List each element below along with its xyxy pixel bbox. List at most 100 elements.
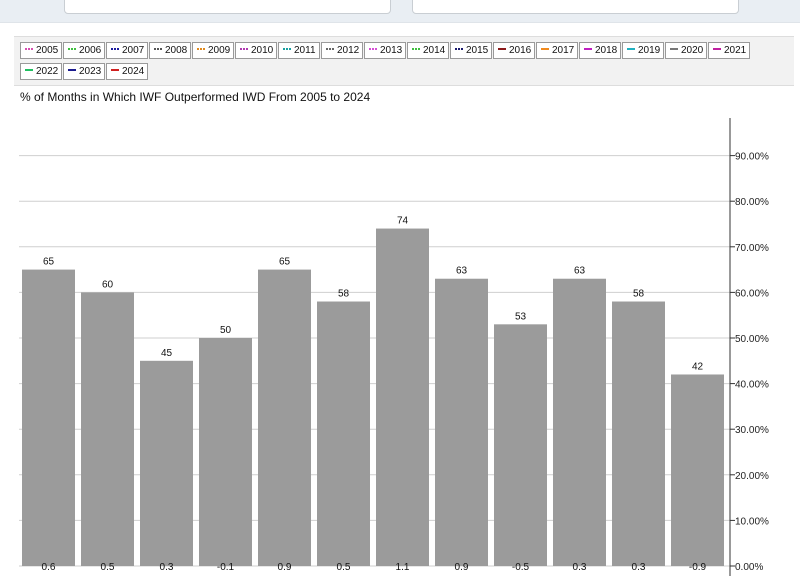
legend-item-2018[interactable]: 2018 <box>579 42 622 59</box>
legend-item-2009[interactable]: 2009 <box>192 42 235 59</box>
bar-bottom-label: 0.3 <box>160 562 174 573</box>
legend-label: 2012 <box>337 45 360 56</box>
legend-item-2019[interactable]: 2019 <box>622 42 665 59</box>
y-tick-label: 70.00% <box>735 243 769 254</box>
bar <box>199 338 252 566</box>
legend-item-2005[interactable]: 2005 <box>20 42 63 59</box>
legend-swatch <box>240 48 248 51</box>
bar-bottom-label: 0.3 <box>573 562 587 573</box>
legend-item-2012[interactable]: 2012 <box>321 42 364 59</box>
top-toolbar <box>0 0 800 23</box>
legend-label: 2014 <box>423 45 446 56</box>
bar-bottom-label: -0.9 <box>689 562 707 573</box>
legend-item-2007[interactable]: 2007 <box>106 42 149 59</box>
legend-label: 2022 <box>36 66 59 77</box>
legend-label: 2006 <box>79 45 102 56</box>
legend-swatch <box>68 69 76 72</box>
legend-item-2014[interactable]: 2014 <box>407 42 450 59</box>
legend-label: 2010 <box>251 45 274 56</box>
bar <box>81 292 134 566</box>
bar-bottom-label: 0.5 <box>101 562 115 573</box>
legend-label: 2024 <box>122 66 145 77</box>
legend-label: 2009 <box>208 45 231 56</box>
bar <box>671 374 724 566</box>
legend-label: 2023 <box>79 66 102 77</box>
legend-label: 2007 <box>122 45 145 56</box>
legend-item-2024[interactable]: 2024 <box>106 63 149 80</box>
bar-value-label: 63 <box>456 266 468 277</box>
bar-bottom-label: 0.3 <box>632 562 646 573</box>
legend-label: 2008 <box>165 45 188 56</box>
legend-swatch <box>498 48 506 51</box>
bar <box>140 360 193 566</box>
bar <box>317 301 370 566</box>
legend-label: 2013 <box>380 45 403 56</box>
bar-bottom-label: 0.5 <box>337 562 351 573</box>
legend-item-2015[interactable]: 2015 <box>450 42 493 59</box>
bar <box>612 301 665 566</box>
legend-label: 2016 <box>509 45 532 56</box>
legend-item-2022[interactable]: 2022 <box>20 63 63 80</box>
legend-label: 2017 <box>552 45 575 56</box>
legend-swatch <box>68 48 76 51</box>
y-tick-label: 40.00% <box>735 380 769 391</box>
legend-swatch <box>25 48 33 51</box>
legend-swatch <box>25 69 33 72</box>
bar-bottom-label: 0.9 <box>278 562 292 573</box>
y-tick-label: 0.00% <box>735 562 763 573</box>
y-tick-label: 80.00% <box>735 197 769 208</box>
legend-swatch <box>412 48 420 51</box>
y-tick-label: 20.00% <box>735 471 769 482</box>
legend-item-2021[interactable]: 2021 <box>708 42 751 59</box>
legend-label: 2011 <box>294 45 316 56</box>
bar <box>553 278 606 566</box>
legend-label: 2005 <box>36 45 59 56</box>
legend-swatch <box>541 48 549 51</box>
legend-item-2011[interactable]: 2011 <box>278 42 320 59</box>
y-tick-label: 50.00% <box>735 334 769 345</box>
legend-swatch <box>111 69 119 72</box>
legend-swatch <box>154 48 162 51</box>
y-tick-label: 30.00% <box>735 425 769 436</box>
bar-bottom-label: -0.1 <box>217 562 235 573</box>
legend-item-2008[interactable]: 2008 <box>149 42 192 59</box>
legend-item-2016[interactable]: 2016 <box>493 42 536 59</box>
bar-value-label: 58 <box>338 289 350 300</box>
legend-item-2006[interactable]: 2006 <box>63 42 106 59</box>
legend-swatch <box>197 48 205 51</box>
bar <box>22 269 75 566</box>
bar-value-label: 50 <box>220 325 232 336</box>
bar <box>494 324 547 566</box>
y-tick-label: 10.00% <box>735 516 769 527</box>
legend-item-2017[interactable]: 2017 <box>536 42 579 59</box>
bar-value-label: 65 <box>279 257 291 268</box>
bar-value-label: 60 <box>102 279 114 290</box>
top-input-right[interactable] <box>412 0 739 14</box>
legend-swatch <box>283 48 291 51</box>
legend-swatch <box>455 48 463 51</box>
legend-label: 2018 <box>595 45 618 56</box>
legend: 2005 2006 2007 2008 2009 2010 2011 2012 2013 2014… <box>14 36 794 86</box>
legend-label: 2019 <box>638 45 661 56</box>
legend-swatch <box>369 48 377 51</box>
bar-bottom-label: 0.6 <box>42 562 56 573</box>
bar-value-label: 65 <box>43 257 55 268</box>
legend-item-2010[interactable]: 2010 <box>235 42 278 59</box>
legend-swatch <box>627 48 635 51</box>
bar-value-label: 58 <box>633 289 645 300</box>
legend-swatch <box>326 48 334 51</box>
legend-item-2023[interactable]: 2023 <box>63 63 106 80</box>
bar-value-label: 63 <box>574 266 586 277</box>
bar <box>258 269 311 566</box>
bar-bottom-label: -0.5 <box>512 562 530 573</box>
top-input-left[interactable] <box>64 0 391 14</box>
bar <box>376 228 429 566</box>
legend-swatch <box>584 48 592 51</box>
legend-item-2013[interactable]: 2013 <box>364 42 407 59</box>
chart-title: % of Months in Which IWF Outperformed IW… <box>20 90 371 104</box>
legend-item-2020[interactable]: 2020 <box>665 42 708 59</box>
bar-value-label: 42 <box>692 361 704 372</box>
y-tick-label: 90.00% <box>735 152 769 163</box>
bar-value-label: 53 <box>515 311 527 322</box>
